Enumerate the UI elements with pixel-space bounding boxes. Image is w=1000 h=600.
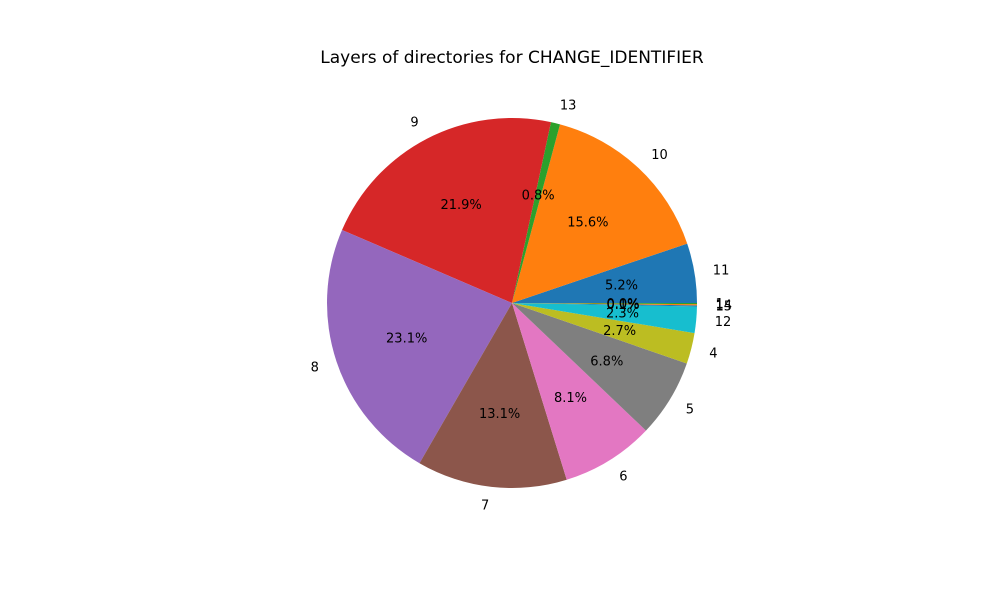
pie-percent-label: 23.1% (386, 332, 427, 347)
pie-percent-label: 0.0% (606, 297, 639, 312)
pie-percent-label: 0.8% (522, 189, 555, 204)
pie-slice-14 (512, 303, 697, 306)
pie-slice-13 (512, 122, 561, 304)
pie-slice-label: 13 (560, 99, 577, 114)
pie-slice-label: 15 (716, 300, 733, 315)
pie-slice-11 (512, 243, 697, 303)
pie-slice-label: 9 (410, 116, 418, 131)
pie-slice-label: 11 (713, 263, 730, 278)
pie-slice-label: 5 (686, 402, 694, 417)
pie-slice-6 (512, 303, 646, 480)
pie-percent-label: 13.1% (479, 407, 520, 422)
pie-percent-label: 2.7% (603, 324, 636, 339)
pie-slice-label: 10 (651, 148, 668, 163)
pie-slice-label: 4 (709, 347, 717, 362)
pie-percent-label: 6.8% (590, 354, 623, 369)
pie-percent-labels: 5.2% 15.6% 0.8% 21.9% 23.1% 13.1% 8.1% 6.8% 2.7%… (386, 189, 639, 422)
pie-slice-15 (512, 303, 697, 307)
pie-slice-label: 14 (716, 298, 733, 313)
pie-slice-8 (327, 229, 512, 464)
pie-slice-9 (342, 117, 551, 304)
pie-percent-label: 0.1% (606, 298, 639, 313)
pie-slice-label: 12 (715, 315, 732, 330)
pie-slice-5 (512, 303, 687, 431)
pie-percent-label: 15.6% (567, 216, 608, 231)
pie-percent-label: 2.3% (606, 307, 639, 322)
pie-slice-12 (512, 303, 697, 334)
pie-percent-label: 0.0% (606, 298, 639, 313)
pie-percent-label: 5.2% (605, 278, 638, 293)
pie-percent-label: 21.9% (440, 198, 481, 213)
pie-slice-label: 1 (716, 297, 724, 312)
chart-title: Layers of directories for CHANGE_IDENTIF… (320, 48, 704, 68)
pie-slice-label: 6 (619, 469, 627, 484)
pie-slice-10 (512, 124, 688, 303)
pie-slice-7 (419, 303, 567, 488)
pie-slice-label: 8 (311, 361, 319, 376)
pie-slice-label: 7 (481, 499, 489, 514)
pie-slice-4 (512, 303, 695, 364)
pie-percent-label: 8.1% (554, 391, 587, 406)
pie-slice-1 (512, 303, 698, 305)
pie-slices (327, 117, 698, 488)
